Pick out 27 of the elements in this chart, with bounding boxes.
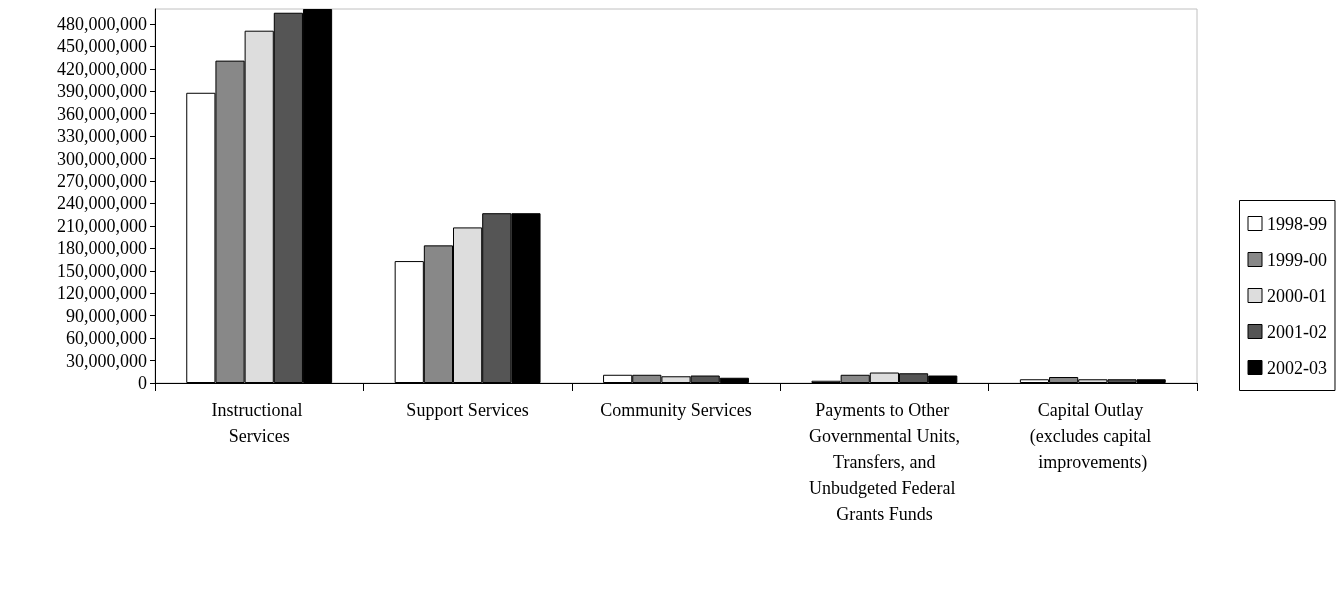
y-tick-label: 330,000,000: [57, 126, 147, 147]
y-tick-label: 450,000,000: [57, 36, 147, 57]
y-tick-label: 120,000,000: [57, 283, 147, 304]
legend-label: 1999-00: [1267, 249, 1328, 270]
y-tick-label: 60,000,000: [66, 328, 147, 349]
y-tick-label: 0: [138, 373, 147, 393]
y-tick-label: 300,000,000: [57, 148, 147, 169]
x-tick-label: Capital Outlay (excludes capital improvements): [1029, 400, 1156, 473]
legend-label: 2002-03: [1267, 357, 1328, 378]
y-tick-label: 390,000,000: [57, 81, 147, 102]
y-tick-label: 480,000,000: [57, 13, 147, 34]
y-tick-label: 420,000,000: [57, 58, 147, 79]
legend-label: 2001-02: [1267, 321, 1328, 342]
y-tick-label: 270,000,000: [57, 171, 147, 192]
y-tick-label: 150,000,000: [57, 260, 147, 281]
x-tick-label: Support Services: [406, 400, 529, 420]
y-tick-label: 360,000,000: [57, 103, 147, 124]
x-tick-label: Payments to Other Governmental Units, Transfers, and Unbudgeted Federal Grants Funds: [808, 400, 960, 524]
y-tick-label: 180,000,000: [57, 238, 147, 259]
x-tick-label: Community Services: [600, 400, 752, 420]
y-tick-label: 30,000,000: [66, 350, 147, 371]
legend-label: 2000-01: [1267, 285, 1328, 306]
y-tick-label: 240,000,000: [57, 193, 147, 214]
legend-label: 1998-99: [1267, 213, 1328, 234]
y-tick-label: 210,000,000: [57, 215, 147, 236]
x-tick-label: Instructional Services: [211, 400, 307, 446]
y-tick-label: 90,000,000: [66, 305, 147, 326]
